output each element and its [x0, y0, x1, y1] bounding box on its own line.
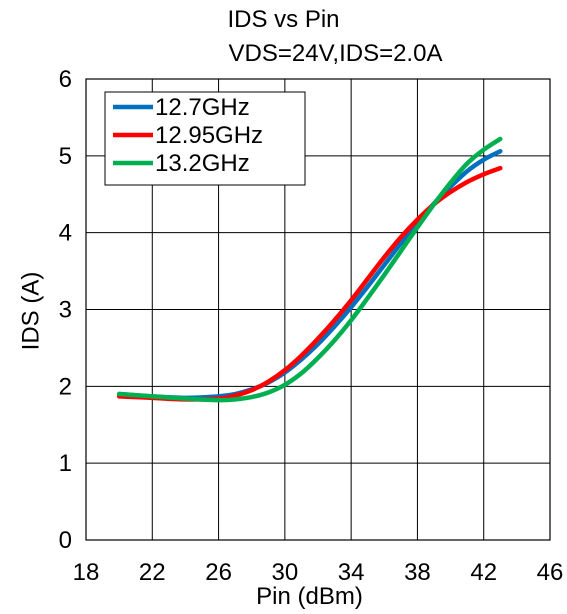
y-tick-label: 6 [59, 66, 72, 93]
legend-label: 13.2GHz [155, 150, 250, 177]
series-line-12-7ghz [116, 148, 503, 401]
y-axis-title: IDS (A) [17, 271, 45, 351]
x-axis-title: Pin (dBm) [256, 583, 363, 610]
y-tick-label: 2 [59, 373, 72, 400]
chart-title: IDS vs Pin [227, 6, 340, 33]
x-tick-label: 22 [139, 559, 166, 586]
x-tick-label: 26 [205, 559, 232, 586]
legend-label: 12.95GHz [155, 122, 263, 149]
y-tick-label: 0 [59, 527, 72, 554]
x-tick-labels: 18 22 26 30 34 38 42 46 [73, 559, 564, 586]
series-lines [116, 136, 503, 403]
x-tick-label: 30 [272, 559, 299, 586]
x-tick-label: 34 [338, 559, 365, 586]
plot-frame [85, 78, 551, 541]
y-tick-labels: 0 1 2 3 4 5 6 [59, 66, 72, 554]
y-tick-label: 4 [59, 220, 72, 247]
x-tick-label: 42 [470, 559, 497, 586]
x-tick-label: 38 [404, 559, 431, 586]
grid [85, 78, 551, 541]
y-tick-label: 5 [59, 143, 72, 170]
x-tick-label: 18 [73, 559, 100, 586]
y-tick-label: 3 [59, 297, 72, 324]
chart-subtitle: VDS=24V,IDS=2.0A [228, 40, 443, 67]
series-line-13-2ghz [116, 136, 503, 403]
x-tick-label: 46 [537, 559, 564, 586]
y-tick-label: 1 [59, 450, 72, 477]
legend-label: 12.7GHz [155, 94, 250, 121]
